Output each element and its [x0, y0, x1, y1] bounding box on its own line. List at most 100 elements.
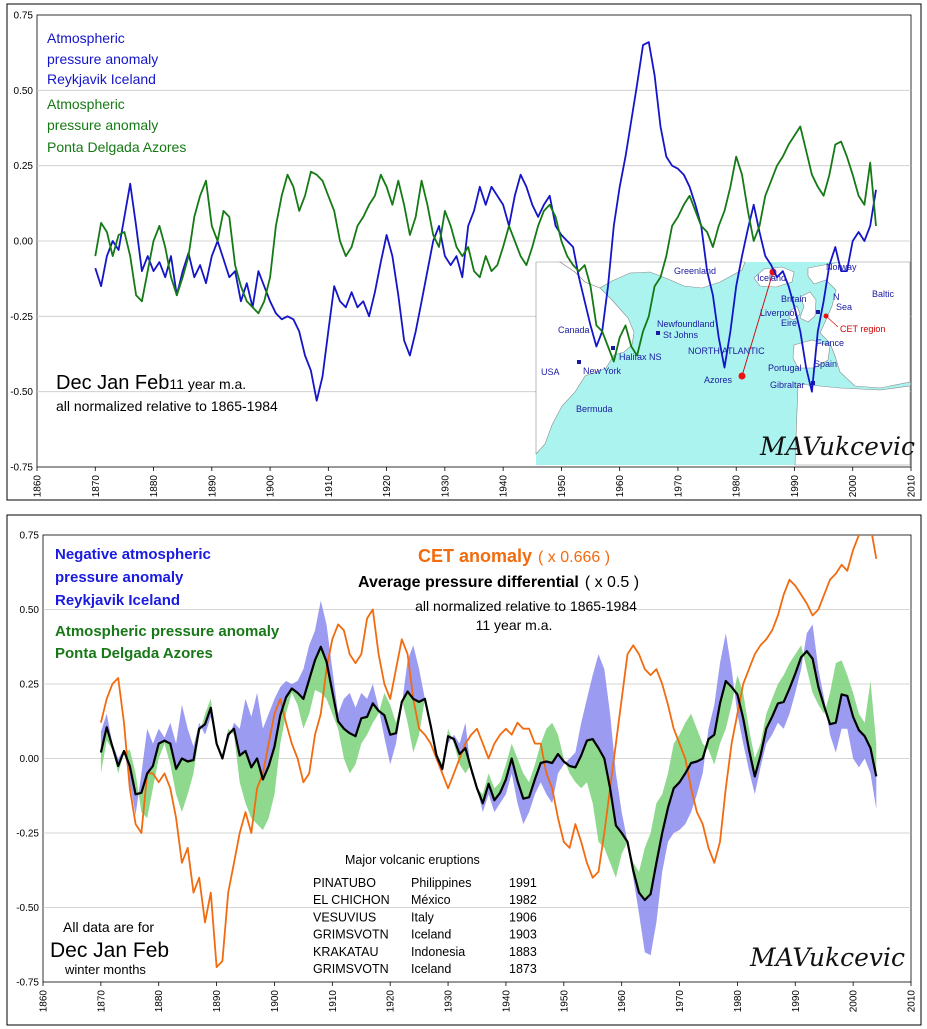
- x-tick-label: 1910: [324, 475, 335, 498]
- x-tick-label: 1980: [733, 990, 744, 1013]
- legend-top-reykjavik-line-3: Reykjavik Iceland: [47, 71, 156, 87]
- volcanic-country: Italy: [411, 910, 435, 924]
- x-tick-label: 1950: [559, 990, 570, 1013]
- map-label-sea: Sea: [836, 302, 852, 312]
- map-label-cet-region: CET region: [840, 324, 885, 334]
- map-label-canada: Canada: [558, 325, 590, 335]
- chart-bottom: 0.75 0.50 0.25 0.00 -0.25 -0.50 -0.75 1860 1870…: [6, 514, 922, 1026]
- chart-bottom-series: [99, 535, 878, 968]
- x-tick-label: 1960: [617, 990, 628, 1013]
- legend-bottom-reykjavik-line-1: Negative atmospheric: [55, 546, 211, 563]
- note-top-normalization: all normalized relative to 1865-1984: [56, 398, 278, 414]
- x-tick-label: 1880: [149, 475, 160, 498]
- volcanic-name: EL CHICHON: [313, 893, 390, 907]
- map-label-bermuda: Bermuda: [576, 404, 613, 414]
- map-label-newyork: New York: [583, 366, 622, 376]
- map-liverpool-marker: [816, 310, 820, 314]
- legend-bottom-azores-line-1: Atmospheric pressure anomaly: [55, 623, 280, 640]
- x-tick-label: 1970: [675, 990, 686, 1013]
- chart-bottom-frame: [6, 514, 922, 1026]
- x-tick-label: 1990: [790, 475, 801, 498]
- chart-top-gridlines: [37, 89, 911, 393]
- title-cet-label: CET anomaly: [418, 546, 532, 566]
- map-label-usa: USA: [541, 367, 560, 377]
- map-britain-land: [799, 291, 817, 323]
- chart-bottom-y-tick-labels: 0.75 0.50 0.25 0.00 -0.25 -0.50 -0.75: [16, 531, 39, 989]
- map-label-france: France: [816, 338, 844, 348]
- note-bottom-line-3: winter months: [64, 962, 146, 977]
- x-tick-label: 1860: [39, 990, 50, 1013]
- x-tick-label: 2010: [907, 990, 918, 1013]
- y-tick-label: 0.50: [20, 605, 40, 616]
- legend-top-azores-line-1: Atmospheric: [47, 96, 125, 112]
- chart-top-x-tick-labels: 1860 1870 1880 1890 1900 1910 1920 1930 1940 1950…: [33, 467, 918, 497]
- chart-top-y-tick-labels: 0.75 0.50 0.25 0.00 -0.25 -0.50 -0.75: [10, 11, 33, 474]
- title-moving-average: 11 year m.a.: [476, 617, 553, 633]
- chart-top-frame: [6, 3, 922, 501]
- note-bottom-line-1: All data are for: [63, 919, 154, 935]
- x-tick-label: 1890: [207, 475, 218, 498]
- x-tick-label: 1940: [501, 990, 512, 1013]
- chart-top-series: [94, 41, 877, 402]
- y-tick-label: -0.25: [16, 829, 39, 840]
- volcanic-name: GRIMSVOTN: [313, 928, 389, 942]
- series-azores-band: [100, 645, 877, 900]
- x-tick-label: 1880: [154, 990, 165, 1013]
- chart-top: 0.75 0.50 0.25 0.00 -0.25 -0.50 -0.75 1860 1870…: [6, 3, 922, 501]
- x-tick-label: 1960: [615, 475, 626, 498]
- map-stjohns-marker: [656, 331, 660, 335]
- series-reykjavik-line: [94, 41, 877, 402]
- map-africa: [794, 383, 911, 466]
- x-tick-label: 1870: [96, 990, 107, 1013]
- y-tick-label: 0.00: [14, 237, 34, 248]
- map-label-n: N: [833, 292, 840, 302]
- map-label-azores: Azores: [704, 375, 733, 385]
- title-cet: CET anomaly ( x 0.666 ): [418, 546, 610, 566]
- map-label-iceland: Iceland: [757, 273, 786, 283]
- map-cet-pointer: [825, 315, 839, 328]
- title-average-differential: Average pressure differential ( x 0.5 ): [358, 574, 639, 591]
- signature-top: MAVukcevic: [759, 432, 915, 461]
- volcanic-year: 1873: [509, 962, 537, 976]
- volcanic-country: Iceland: [411, 962, 451, 976]
- series-azores-line: [94, 125, 877, 363]
- volcanic-country: Indonesia: [411, 945, 465, 959]
- y-tick-label: -0.75: [10, 463, 33, 474]
- x-tick-label: 1940: [499, 475, 510, 498]
- x-tick-label: 1970: [673, 475, 684, 498]
- signature-bottom: MAVukcevic: [749, 943, 905, 972]
- note-top-period: Dec Jan Feb11 year m.a.: [56, 372, 246, 394]
- map-halifax-marker: [611, 346, 615, 350]
- volcanic-title: Major volcanic eruptions: [345, 853, 480, 867]
- x-tick-label: 1930: [440, 475, 451, 498]
- map-label-gibraltar: Gibraltar: [770, 380, 805, 390]
- volcanic-name: GRIMSVOTN: [313, 962, 389, 976]
- volcanic-country: Iceland: [411, 928, 451, 942]
- map-label-norway: Norway: [826, 262, 857, 272]
- volcanic-name: KRAKATAU: [313, 945, 379, 959]
- volcanic-year: 1903: [509, 928, 537, 942]
- x-tick-label: 1920: [386, 990, 397, 1013]
- volcanic-year: 1982: [509, 893, 537, 907]
- series-average-line: [99, 645, 878, 902]
- volcanic-country: México: [411, 893, 451, 907]
- map-newyork-marker: [577, 360, 581, 364]
- x-tick-label: 1900: [270, 990, 281, 1013]
- volcanic-name: VESUVIUS: [313, 910, 376, 924]
- title-average-label: Average pressure differential: [358, 574, 579, 591]
- x-tick-label: 1900: [266, 475, 277, 498]
- map-label-stjohns: St Johns: [663, 330, 699, 340]
- y-tick-label: -0.75: [16, 978, 39, 989]
- legend-top-azores-line-3: Ponta Delgada Azores: [47, 139, 186, 155]
- volcanic-year: 1906: [509, 910, 537, 924]
- y-tick-label: 0.75: [20, 531, 40, 542]
- y-tick-label: -0.50: [10, 387, 33, 398]
- legend-top-azores-line-2: pressure anomaly: [47, 117, 158, 133]
- x-tick-label: 1910: [328, 990, 339, 1013]
- legend-top-reykjavik-line-1: Atmospheric: [47, 30, 125, 46]
- map-label-spain: Spain: [814, 359, 837, 369]
- x-tick-label: 1990: [791, 990, 802, 1013]
- x-tick-label: 2010: [907, 475, 918, 498]
- x-tick-label: 2000: [848, 475, 859, 498]
